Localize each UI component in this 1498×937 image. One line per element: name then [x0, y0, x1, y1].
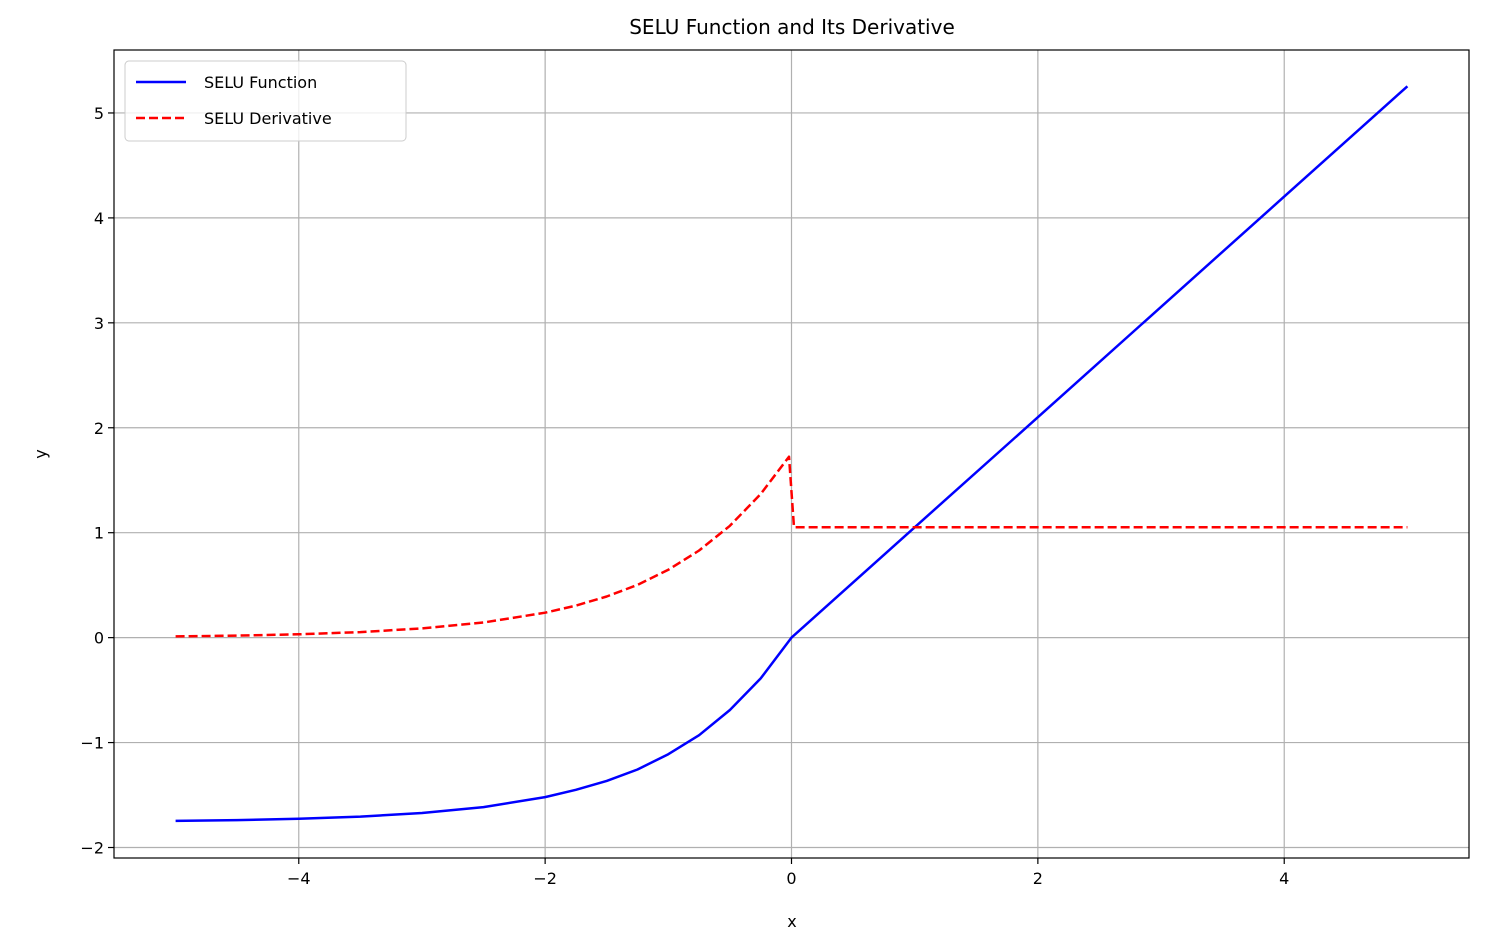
- series-line-selu-function: [175, 85, 1409, 823]
- series-layer: [175, 85, 1409, 823]
- y-tick-label: 0: [94, 629, 104, 648]
- y-tick-label: −1: [80, 734, 104, 753]
- grid: [114, 50, 1469, 858]
- legend-label-selu-function: SELU Function: [204, 73, 317, 92]
- legend: SELU Function SELU Derivative: [124, 60, 407, 142]
- legend-label-selu-derivative: SELU Derivative: [204, 109, 332, 128]
- x-tick-label: 2: [1033, 869, 1043, 888]
- y-tick-label: 2: [94, 419, 104, 438]
- y-tick-label: 3: [94, 314, 104, 333]
- x-tick-label: 0: [786, 869, 796, 888]
- y-axis-label: y: [31, 449, 50, 458]
- y-tick-label: −2: [80, 839, 104, 858]
- chart-title: SELU Function and Its Derivative: [629, 15, 955, 39]
- y-tick-label: 4: [94, 209, 104, 228]
- x-tick-label: −2: [533, 869, 557, 888]
- legend-frame: [124, 60, 407, 142]
- ticks: −4 −2 0 2 4 −2 −1 0 1 2 3 4 5: [80, 104, 1289, 888]
- x-axis-label: x: [787, 912, 796, 931]
- y-tick-label: 5: [94, 104, 104, 123]
- x-tick-label: −4: [287, 869, 311, 888]
- x-tick-label: 4: [1279, 869, 1289, 888]
- series-line-selu-derivative: [175, 455, 1408, 638]
- y-tick-label: 1: [94, 524, 104, 543]
